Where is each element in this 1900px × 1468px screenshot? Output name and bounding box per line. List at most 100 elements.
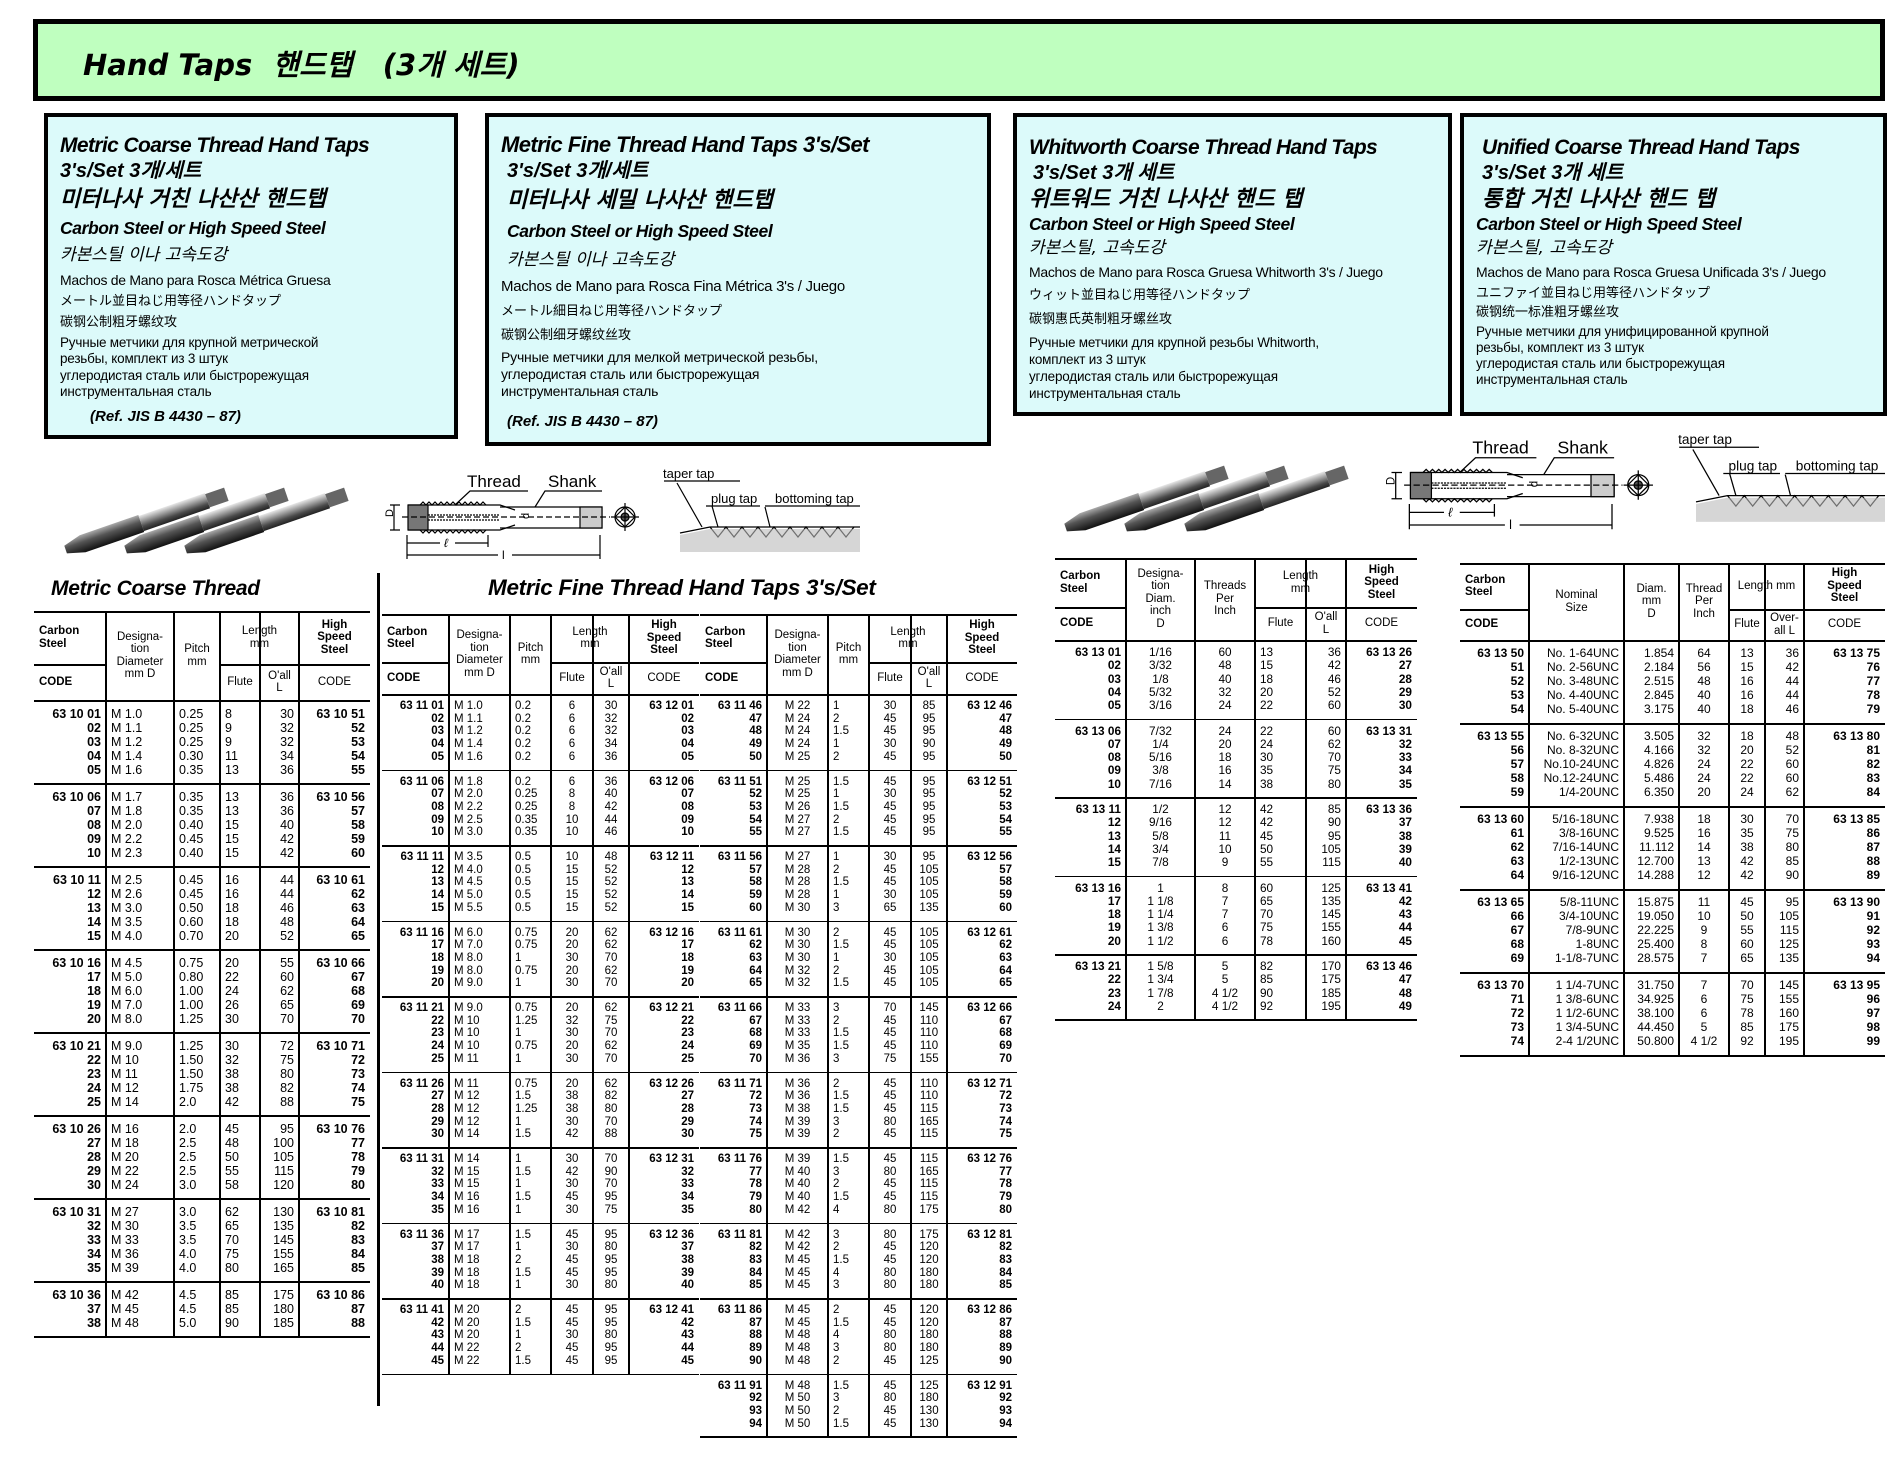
table-cell: 1.00 <box>179 998 204 1012</box>
table-cell: 42 <box>1260 802 1274 816</box>
table-row-group: 63 13 60 5/16-18UNC 7.938 18 30 70 63 13 85 61 3… <box>1460 806 1885 889</box>
table-cell: M 36 <box>784 1052 811 1065</box>
table-cell: 03 <box>431 725 444 738</box>
table-cell: 77 <box>999 1165 1012 1178</box>
header-high-speed-steel: High Speed Steel <box>964 619 1000 657</box>
table-cell: 20 <box>565 926 579 939</box>
table-cell: 1.50 <box>179 1067 204 1081</box>
table-cell: 44 <box>280 887 294 901</box>
table-cell: 7 <box>1221 907 1229 922</box>
table-cell: 22 <box>681 1014 694 1027</box>
table-cell: 96 <box>1866 992 1880 1006</box>
tap-3 <box>184 487 349 554</box>
table-cell: 63 13 01 <box>1075 645 1121 659</box>
table-cell: 1 <box>833 951 840 964</box>
thread-label: Thread <box>467 472 521 491</box>
table-cell: 95 <box>922 750 936 763</box>
table-cell: 65 <box>280 998 294 1012</box>
table-cell: 0.30 <box>179 749 204 763</box>
table-cell: 63 11 86 <box>717 1304 762 1316</box>
table-cell: 9 <box>225 721 232 735</box>
table-cell: 58 <box>225 1178 239 1192</box>
table-cell: 2.0 <box>179 1095 197 1109</box>
table-cell: 2 <box>833 863 840 876</box>
table-cell: 45 <box>883 1241 897 1254</box>
table-row-group: 63 13 06 7/32 24 22 60 63 13 31 07 1/4 20 24 62 32 0… <box>1055 719 1417 797</box>
table-cell: 92 <box>1740 1034 1754 1048</box>
table-cell: 9 <box>1700 923 1708 937</box>
table-row: 63 13 06 7/32 24 22 60 63 13 31 <box>1055 723 1417 738</box>
table-cell: 60 <box>1260 880 1274 895</box>
table-cell: 60 <box>1218 645 1232 659</box>
table-cell: M 45 <box>784 1279 811 1292</box>
table-row: 18 M 8.0 1 30 70 18 <box>382 952 699 965</box>
header-carbon-steel: Carbon Steel <box>1060 570 1101 595</box>
table-cell: 07 <box>681 788 694 801</box>
table-cell: 1.25 <box>179 1039 204 1053</box>
table-row: 63 13 21 1 5/8 5 82 170 63 13 46 <box>1055 959 1417 973</box>
table-cell: 53 <box>749 800 762 813</box>
table-cell: 1.5 <box>515 1316 531 1329</box>
table-cell: 34 <box>604 738 618 751</box>
table-cell: 65 <box>351 929 365 943</box>
header-high-speed-steel: High Speed Steel <box>317 618 352 656</box>
table-cell: 70 <box>749 1052 762 1065</box>
table-cell: 80 <box>999 1203 1012 1216</box>
table-cell: 81 <box>1866 743 1880 757</box>
table-row: 63 10 21 M 9.0 1.25 30 72 63 10 71 <box>34 1039 370 1053</box>
table-row: 63 1/2-13UNC 12.700 13 42 85 88 <box>1460 854 1885 868</box>
table-cell: 1.5 <box>833 725 849 738</box>
box-japanese: ユニファイ並目ねじ用等径ハンドタップ <box>1476 286 1711 301</box>
table-cell: M 1.4 <box>454 738 483 751</box>
table-cell: M 10 <box>454 1040 480 1053</box>
table-cell: 75 <box>1327 763 1341 778</box>
table-cell: 1.5 <box>515 1128 531 1141</box>
table-cell: 3/8 <box>1152 763 1169 778</box>
table-cell: 0.2 <box>515 700 531 712</box>
table-cell: 63 13 11 <box>1075 802 1121 816</box>
table-cell: 30 <box>1260 750 1274 765</box>
table-cell: 46 <box>1785 702 1799 716</box>
table-row: 63 11 91 M 48 1.5 45 125 63 12 91 <box>700 1380 1017 1393</box>
table-cell: 12 <box>1697 868 1711 882</box>
table-cell: 38 <box>1740 840 1754 854</box>
table-cell: 95 <box>604 1304 618 1316</box>
table-cell: 45 <box>883 939 897 952</box>
header-length: Length mm <box>1737 579 1796 592</box>
shank-label: Shank <box>548 472 597 491</box>
table-row: 54 No. 5-40UNC 3.175 40 18 46 79 <box>1460 702 1885 716</box>
table-cell: 10 <box>681 826 694 839</box>
table-cell: 63 10 36 <box>52 1288 101 1302</box>
table-cell: M 14 <box>454 1153 480 1165</box>
table-cell: M 2.6 <box>111 887 143 901</box>
table-cell: M 22 <box>111 1164 139 1178</box>
table-cell: M 39 <box>784 1153 811 1165</box>
table-row-group: 63 10 36 M 42 4.5 85 175 63 10 86 37 M 45 4.5 85 1… <box>34 1281 370 1336</box>
table-cell: 95 <box>604 1253 618 1266</box>
header-flute: Flute <box>559 671 585 684</box>
table-cell: 7.938 <box>1643 812 1674 826</box>
table-cell: 2 <box>515 1253 522 1266</box>
table-cell: 04 <box>681 738 694 751</box>
table-cell: 78 <box>999 1178 1012 1191</box>
table-cell: 0.2 <box>515 775 531 788</box>
table-row-group: 63 11 41 M 20 2 45 95 63 12 41 42 M 20 1.5 45 95 42… <box>382 1298 699 1373</box>
table-row: 09 3/8 16 35 75 34 <box>1055 763 1417 778</box>
table-cell: M 50 <box>784 1404 811 1417</box>
table-cell: 87 <box>749 1316 762 1329</box>
table-cell: 15 <box>565 901 579 914</box>
table-cell: 32 <box>604 712 618 725</box>
table-cell: 78 <box>749 1178 762 1191</box>
table-row: 61 3/8-16UNC 9.525 16 35 75 86 <box>1460 826 1885 840</box>
table-cell: 95 <box>922 775 936 788</box>
table-row: 07 M 2.0 0.25 8 40 07 <box>382 788 699 801</box>
table-cell: 63 13 06 <box>1075 723 1121 738</box>
table-cell: 80 <box>883 1392 897 1405</box>
table-row: 17 M 7.0 0.75 20 62 17 <box>382 939 699 952</box>
table-cell: 74 <box>749 1115 762 1128</box>
table-cell: 63 11 16 <box>399 926 444 939</box>
table-cell: 0.60 <box>179 915 204 929</box>
table-cell: 80 <box>1327 776 1341 791</box>
table-cell: 3 <box>833 1279 840 1292</box>
table-cell: 1.00 <box>179 984 204 998</box>
